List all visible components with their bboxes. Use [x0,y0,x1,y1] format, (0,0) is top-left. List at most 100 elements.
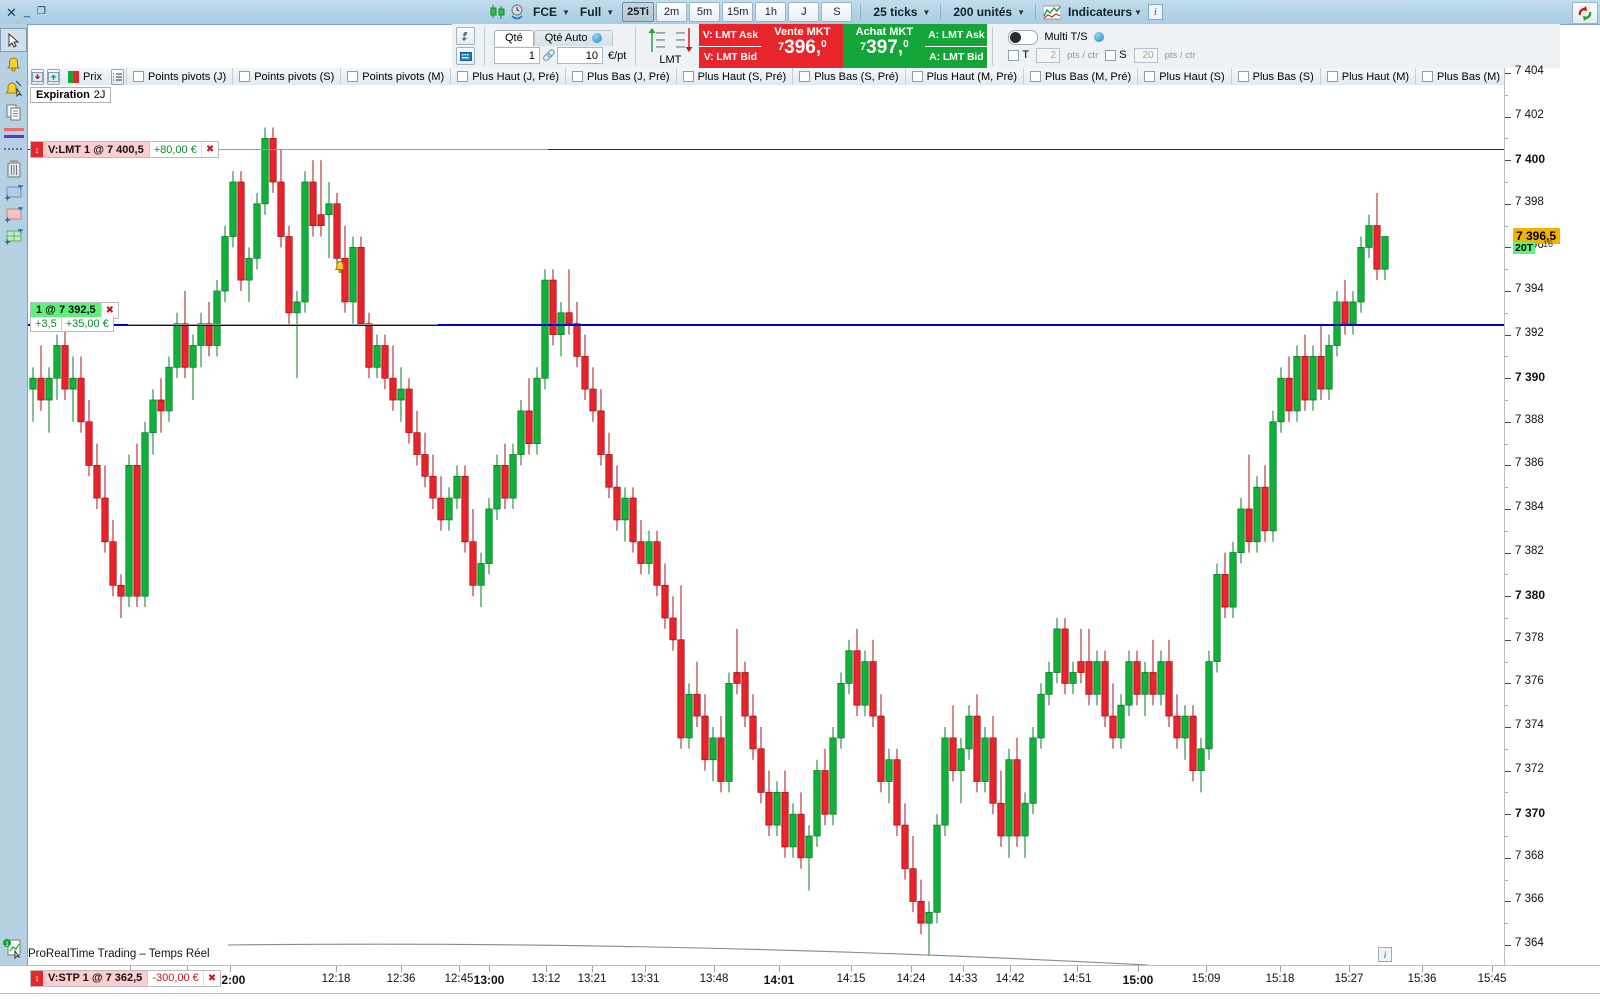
checkbox[interactable] [132,71,144,82]
chart-info-icon[interactable]: i [1378,947,1392,962]
green-hatch-rectangle-icon[interactable] [0,226,27,248]
drag-vertical-icon[interactable]: ↕ [31,142,43,158]
units-select[interactable]: 200 unités ▼ [947,3,1029,21]
price-chart[interactable]: Expiration 2J ↕ V:LMT 1 @ 7 400,5 +80,00 … [28,85,1504,987]
tab-qte[interactable]: Qté [494,30,534,46]
candle [189,334,197,400]
help-bubble-icon[interactable] [591,33,602,43]
expand-up-icon[interactable] [47,68,60,85]
position-tag[interactable]: 1 @ 7 392,5 ✖ [30,301,120,319]
timeframe-25ti[interactable]: 25Ti [622,2,654,22]
time-axis[interactable]: 11:3311:4212:0012:1812:3612:4513:0013:12… [0,965,1600,999]
timeframe-2m[interactable]: 2m [655,2,687,22]
gear-clock-icon[interactable] [507,3,527,22]
list-icon[interactable] [110,68,124,85]
buy-lmt-ask-button[interactable]: A: LMT Ask [925,24,988,47]
stop-checkbox[interactable] [1105,49,1117,61]
checkbox[interactable] [799,71,811,82]
indicators-menu[interactable]: Indicateurs [1062,3,1136,21]
checkbox[interactable] [1422,71,1434,82]
cursor-arrow-icon[interactable] [0,28,27,52]
drag-up-icon[interactable]: ↕ [31,970,43,986]
dotted-line-icon[interactable] [0,142,27,156]
close-position-icon[interactable]: ✖ [100,302,118,318]
orders-badge-icon[interactable]: 1 [0,937,27,961]
checkbox[interactable] [1030,71,1042,82]
red-line-icon[interactable] [3,128,24,131]
indicator-plus-haut-m[interactable]: Plus Haut (M) [1319,68,1415,85]
timeframe-1h[interactable]: 1h [755,2,787,22]
indicator-points-pivots-m[interactable]: Points pivots (M) [340,68,450,85]
candle [85,400,93,477]
sell-market-button[interactable]: Vente MKT 7396,0 [761,24,844,68]
indicator-plus-haut-j-pre[interactable]: Plus Haut (J, Pré) [450,68,565,85]
sell-lmt-ask-button[interactable]: V: LMT Ask [699,24,762,47]
ticks-select[interactable]: 25 ticks ▼ [867,3,934,21]
quantity-input[interactable] [494,47,540,64]
checkbox[interactable] [911,71,923,82]
alert-bell-icon[interactable] [0,52,27,76]
candlestick-icon[interactable] [487,3,507,22]
wrench-icon[interactable] [456,27,475,45]
tab-qte-auto[interactable]: Qté Auto [533,30,613,46]
info-icon[interactable]: i [1147,4,1163,20]
indicator-plus-bas-j-pre[interactable]: Plus Bas (J, Pré) [565,68,676,85]
sell-lmt-bid-button[interactable]: V: LMT Bid [699,46,762,68]
checkbox[interactable] [1237,71,1249,82]
timeframe-j[interactable]: J [788,2,820,22]
multi-ts-toggle[interactable] [1008,29,1039,45]
refresh-icon[interactable] [1572,2,1598,24]
chart-alert-bell-icon[interactable] [333,260,347,274]
target-checkbox[interactable] [1008,49,1020,61]
indicator-plus-haut-s[interactable]: Plus Haut (S) [1137,68,1230,85]
blue-rectangle-icon[interactable] [0,182,27,204]
price-axis-label: 7 400 [1515,152,1546,167]
red-rectangle-icon[interactable] [0,204,27,226]
indicator-price[interactable]: Prix [60,70,108,83]
indicator-points-pivots-s[interactable]: Points pivots (S) [232,68,340,85]
indicator-plus-bas-m[interactable]: Plus Bas (M) [1415,68,1504,85]
buy-lmt-bid-button[interactable]: A: LMT Bid [925,46,988,68]
timeframe-s[interactable]: S [821,2,853,22]
price-per-point-input[interactable] [557,47,603,64]
keyboard-icon[interactable] [456,47,475,65]
timeframe-5m[interactable]: 5m [688,2,720,22]
indicator-plus-bas-s[interactable]: Plus Bas (S) [1230,68,1320,85]
alert-bell-edit-icon[interactable] [0,76,27,100]
candle [445,487,453,531]
checkbox[interactable] [239,71,251,82]
instrument-select[interactable]: FCE ▼ [527,3,574,21]
chevron-down-icon[interactable]: ▼ [1134,7,1142,17]
indicator-plus-haut-m-pre[interactable]: Plus Haut (M, Pré) [904,68,1023,85]
copy-pages-icon[interactable] [0,100,27,124]
session-select[interactable]: Full ▼ [574,3,618,21]
close-icon[interactable]: ✕ [6,4,17,20]
collapse-down-icon[interactable] [31,68,44,85]
close-order-icon[interactable]: ✖ [200,142,218,158]
indicator-plus-bas-s-pre[interactable]: Plus Bas (S, Pré) [792,68,904,85]
trash-icon[interactable] [0,156,27,182]
indicator-plus-haut-s-pre[interactable]: Plus Haut (S, Pré) [675,68,793,85]
restore-icon[interactable]: ❐ [37,6,46,17]
indicator-curve-icon[interactable] [1042,3,1062,22]
timeframe-15m[interactable]: 15m [721,2,754,22]
checkbox[interactable] [682,71,694,82]
target-input[interactable] [1036,47,1061,63]
indicator-plus-bas-m-pre[interactable]: Plus Bas (M, Pré) [1023,68,1137,85]
link-icon[interactable]: 🔗 [542,50,556,62]
checkbox[interactable] [1326,71,1338,82]
sell-limit-order-tag[interactable]: ↕ V:LMT 1 @ 7 400,5 +80,00 € ✖ [30,141,220,159]
indicator-points-pivots-j[interactable]: Points pivots (J) [125,68,232,85]
checkbox[interactable] [1144,71,1156,82]
stop-input[interactable] [1133,47,1158,63]
stop-order-tag[interactable]: ↕ V:STP 1 @ 7 362,5 -300,00 € ✖ [30,969,222,987]
checkbox[interactable] [457,71,469,82]
close-order-icon[interactable]: ✖ [202,970,220,986]
purple-line-icon[interactable] [3,135,24,138]
checkbox[interactable] [347,71,359,82]
help-bubble-icon[interactable] [1093,32,1104,42]
checkbox[interactable] [572,71,584,82]
minimize-icon[interactable]: _ [23,5,31,18]
buy-market-button[interactable]: Achat MKT 7397,0 [843,24,926,68]
